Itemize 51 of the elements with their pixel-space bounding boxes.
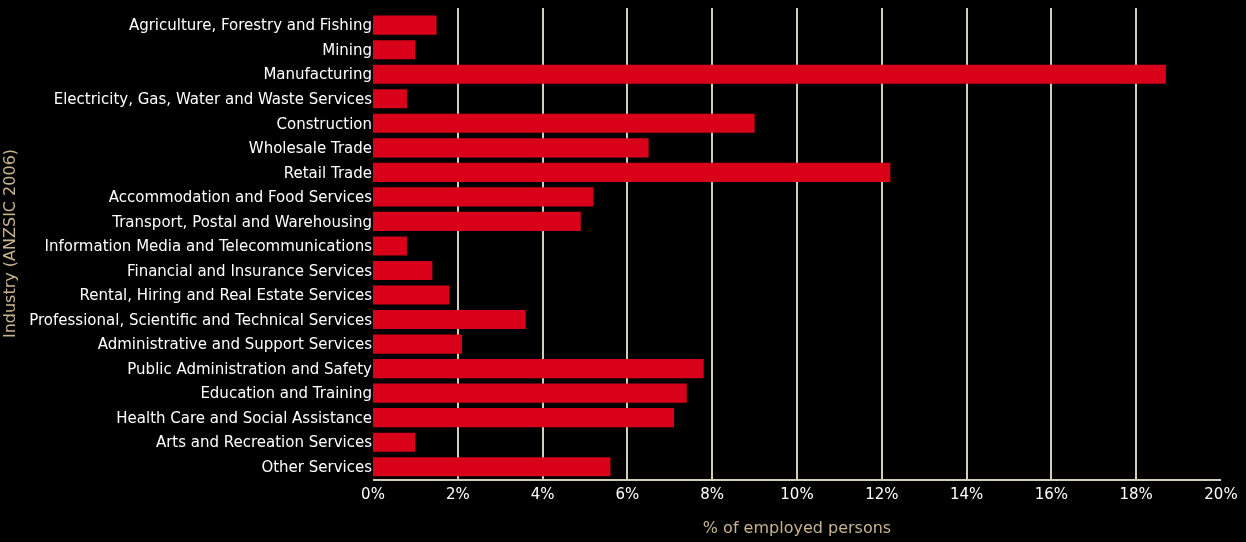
bar [373, 162, 891, 182]
bar [373, 187, 594, 207]
x-tick-label: 2% [445, 485, 470, 503]
y-tick-label: Wholesale Trade [248, 139, 372, 158]
y-tick-label: Health Care and Social Assistance [116, 408, 372, 427]
bar [373, 40, 416, 60]
y-tick-label: Public Administration and Safety [127, 359, 373, 378]
x-tick-label: 12% [865, 485, 899, 503]
bar [373, 359, 704, 379]
y-tick-label: Electricity, Gas, Water and Waste Services [53, 90, 373, 109]
x-tick-label: 8% [700, 485, 725, 503]
y-tick-label: Accommodation and Food Services [108, 188, 373, 207]
x-tick-label: 10% [780, 485, 814, 503]
bar [373, 408, 675, 428]
x-tick-label: 0% [361, 485, 385, 503]
bar [373, 138, 649, 158]
x-tick-label: 18% [1119, 485, 1153, 503]
y-tick-label: Information Media and Telecommunications [44, 237, 373, 256]
y-tick-label: Administrative and Support Services [97, 335, 373, 354]
y-tick-label: Arts and Recreation Services [155, 433, 373, 452]
bar [373, 236, 407, 256]
y-tick-label: Transport, Postal and Warehousing [111, 212, 372, 231]
bar [373, 457, 611, 477]
bar [373, 89, 407, 109]
y-tick-label: Rental, Hiring and Real Estate Services [79, 286, 373, 305]
y-tick-label: Mining [322, 40, 372, 59]
x-tick-label: 14% [949, 485, 984, 503]
bar [373, 260, 433, 281]
bar [373, 64, 1166, 84]
x-tick-label: 4% [530, 485, 555, 503]
y-tick-label: Professional, Scientific and Technical Services [29, 310, 373, 329]
y-tick-label: Financial and Insurance Services [126, 261, 373, 280]
y-axis-title: Industry (ANZSIC 2006) [0, 148, 19, 339]
y-tick-label: Agriculture, Forestry and Fishing [128, 16, 372, 35]
bar [373, 309, 526, 330]
y-tick-label: Education and Training [200, 384, 372, 403]
bar [373, 211, 581, 231]
bar [373, 383, 687, 403]
bar [373, 334, 463, 354]
bar [373, 432, 416, 452]
x-tick-label: 20% [1204, 485, 1238, 503]
x-axis-title: % of employed persons [702, 518, 892, 538]
y-tick-label: Construction [276, 114, 372, 133]
bar [373, 285, 450, 305]
y-tick-label: Other Services [261, 457, 373, 476]
y-tick-label: Retail Trade [283, 163, 372, 182]
x-tick-label: 16% [1034, 485, 1069, 503]
bar [373, 113, 755, 133]
x-tick-label: 6% [615, 485, 640, 503]
y-tick-label: Manufacturing [263, 65, 372, 84]
bar [373, 15, 437, 35]
